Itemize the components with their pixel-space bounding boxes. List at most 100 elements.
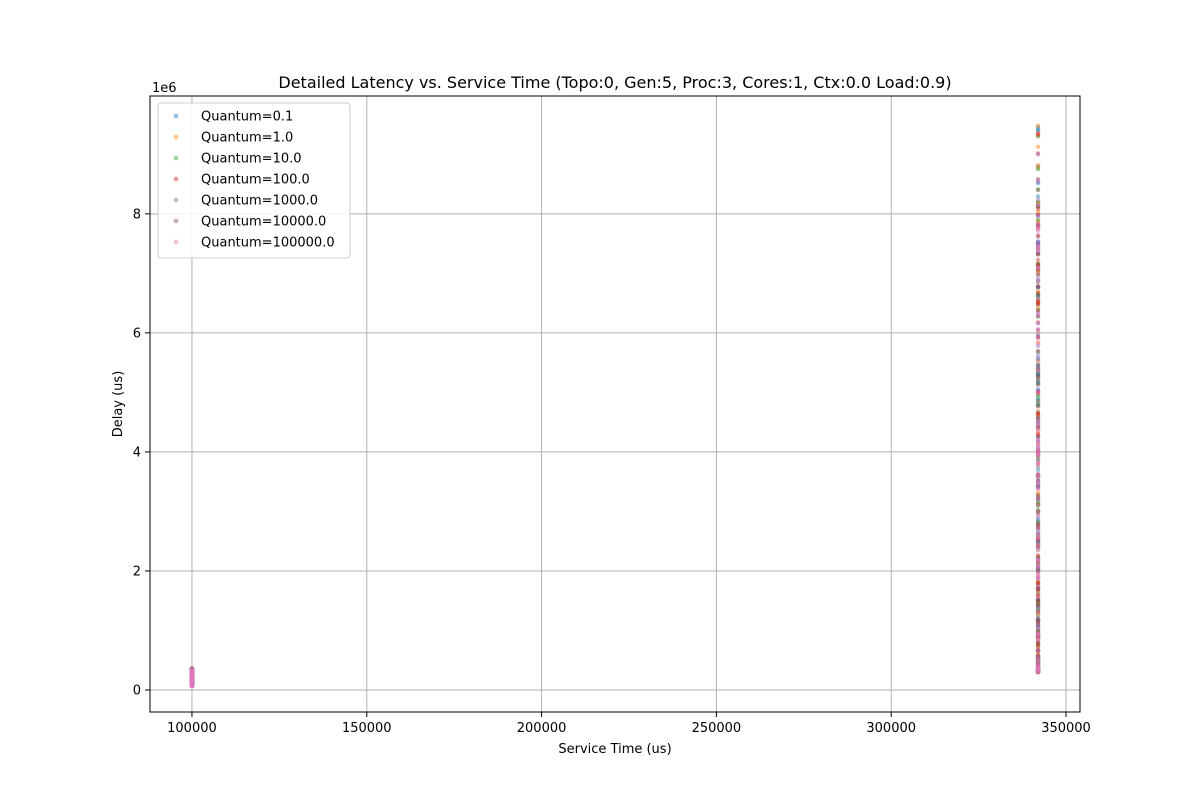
- data-point: [1035, 278, 1041, 283]
- data-point: [1035, 194, 1041, 199]
- data-point: [1035, 632, 1041, 638]
- data-point: [1035, 603, 1041, 608]
- data-point: [1035, 124, 1041, 130]
- data-point: [1035, 574, 1041, 579]
- data-point: [189, 668, 195, 673]
- data-point: [1035, 668, 1041, 674]
- data-point: [189, 667, 195, 673]
- data-point: [1035, 634, 1041, 640]
- data-point: [189, 679, 195, 684]
- data-point: [189, 671, 195, 677]
- data-point: [189, 681, 195, 686]
- data-point: [189, 679, 195, 685]
- data-point: [1035, 563, 1041, 569]
- data-point: [1035, 531, 1041, 536]
- data-point: [1035, 598, 1041, 604]
- x-tick-label: 100000: [167, 721, 217, 736]
- data-point: [1035, 542, 1041, 547]
- data-point: [1035, 521, 1041, 526]
- data-point: [1035, 662, 1041, 667]
- data-point: [189, 682, 195, 687]
- data-point: [189, 679, 195, 684]
- data-point: [189, 675, 195, 681]
- data-point: [189, 673, 195, 679]
- data-point: [189, 680, 195, 685]
- data-point: [189, 673, 195, 678]
- data-point: [189, 683, 195, 688]
- data-point: [1035, 652, 1041, 658]
- data-point: [189, 670, 195, 675]
- data-point: [189, 667, 195, 673]
- data-point: [1035, 669, 1041, 675]
- data-point: [1035, 389, 1041, 394]
- data-point: [1035, 327, 1041, 332]
- data-point: [1035, 526, 1041, 531]
- data-point: [1035, 669, 1041, 674]
- data-point: [1035, 602, 1041, 608]
- data-point: [189, 682, 195, 687]
- data-point: [1035, 472, 1041, 477]
- data-point: [189, 680, 195, 686]
- data-point: [1035, 566, 1041, 571]
- data-point: [189, 683, 195, 688]
- data-point: [189, 683, 195, 688]
- data-point: [1035, 239, 1041, 245]
- data-point: [1035, 374, 1041, 380]
- data-point: [1035, 654, 1041, 659]
- data-point: [1035, 616, 1041, 621]
- data-point: [1035, 461, 1041, 466]
- data-point: [189, 678, 195, 684]
- data-point: [189, 668, 195, 674]
- data-point: [189, 669, 195, 675]
- data-point: [189, 678, 195, 684]
- data-point: [1035, 446, 1041, 452]
- data-point: [1035, 625, 1041, 630]
- data-point: [189, 681, 195, 687]
- data-point: [189, 680, 195, 685]
- data-point: [189, 672, 195, 677]
- data-point: [1035, 593, 1041, 599]
- data-point: [1035, 636, 1041, 642]
- data-point: [189, 679, 195, 684]
- data-point: [189, 673, 195, 678]
- data-point: [189, 671, 195, 676]
- data-point: [1035, 306, 1041, 311]
- data-point: [1035, 587, 1041, 592]
- data-point: [1035, 634, 1041, 640]
- data-point: [189, 679, 195, 684]
- data-point: [1035, 623, 1041, 628]
- data-point: [1035, 637, 1041, 642]
- data-point: [1035, 637, 1041, 643]
- data-point: [189, 674, 195, 680]
- data-point: [189, 673, 195, 678]
- data-point: [1035, 519, 1041, 525]
- data-point: [1035, 265, 1041, 271]
- data-point: [189, 676, 195, 681]
- data-point: [189, 677, 195, 683]
- data-point: [189, 672, 195, 677]
- data-point: [1035, 669, 1041, 675]
- data-point: [1035, 616, 1041, 622]
- data-point: [1035, 335, 1041, 340]
- data-point: [189, 672, 195, 677]
- data-point: [189, 683, 195, 688]
- data-point: [1035, 421, 1041, 426]
- data-point: [1035, 565, 1041, 570]
- data-point: [189, 678, 195, 683]
- data-point: [189, 673, 195, 678]
- data-point: [189, 679, 195, 685]
- data-point: [189, 683, 195, 688]
- data-point: [1035, 273, 1041, 278]
- data-point: [1035, 131, 1041, 136]
- y-tick-label: 4: [133, 445, 141, 460]
- data-point: [189, 678, 195, 684]
- data-point: [1035, 426, 1041, 431]
- data-point: [1035, 380, 1041, 386]
- data-point: [1035, 660, 1041, 665]
- data-point: [1035, 557, 1041, 562]
- data-point: [189, 674, 195, 679]
- data-point: [189, 673, 195, 678]
- data-point: [1035, 668, 1041, 673]
- data-point: [1035, 473, 1041, 479]
- data-point: [1035, 544, 1041, 549]
